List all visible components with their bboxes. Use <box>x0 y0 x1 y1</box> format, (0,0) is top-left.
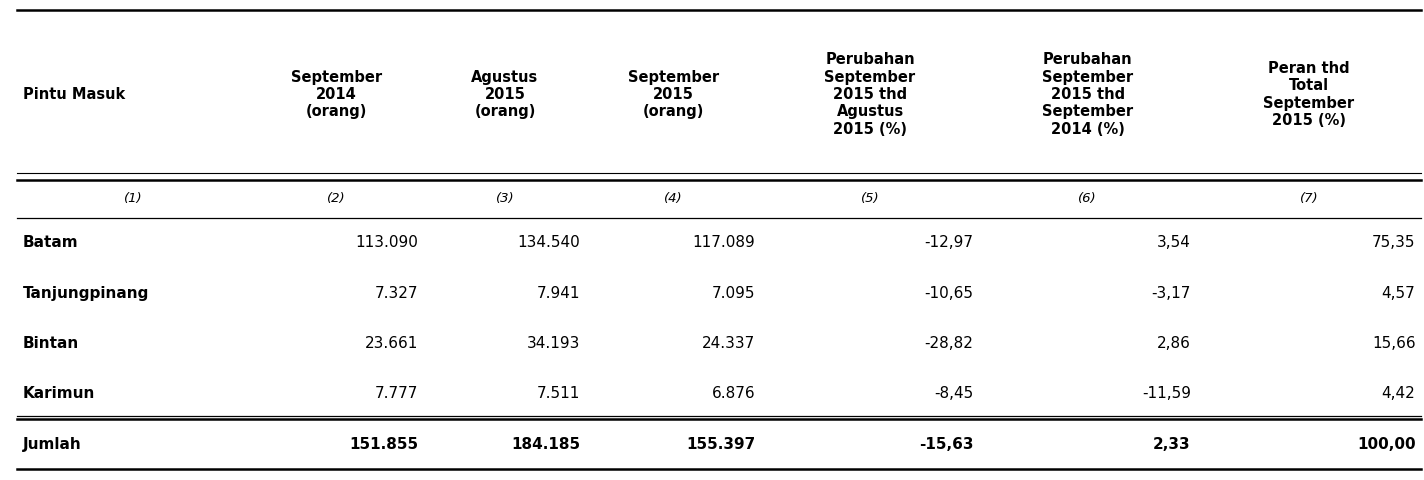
Text: (4): (4) <box>664 192 682 205</box>
Text: 151.855: 151.855 <box>349 436 419 452</box>
Text: -8,45: -8,45 <box>934 386 973 401</box>
Text: 75,35: 75,35 <box>1371 235 1415 251</box>
Text: 3,54: 3,54 <box>1156 235 1190 251</box>
Text: Perubahan
September
2015 thd
Agustus
2015 (%): Perubahan September 2015 thd Agustus 201… <box>824 52 916 137</box>
Text: -12,97: -12,97 <box>924 235 973 251</box>
Text: 4,57: 4,57 <box>1381 286 1415 300</box>
Text: (2): (2) <box>328 192 346 205</box>
Text: Jumlah: Jumlah <box>23 436 81 452</box>
Text: Agustus
2015
(orang): Agustus 2015 (orang) <box>471 70 538 120</box>
Text: -10,65: -10,65 <box>924 286 973 300</box>
Text: 184.185: 184.185 <box>511 436 580 452</box>
Text: September
2015
(orang): September 2015 (orang) <box>628 70 719 120</box>
Text: Peran thd
Total
September
2015 (%): Peran thd Total September 2015 (%) <box>1263 61 1354 128</box>
Text: -28,82: -28,82 <box>924 336 973 351</box>
Text: (1): (1) <box>124 192 142 205</box>
Text: 7.095: 7.095 <box>712 286 756 300</box>
Text: 7.511: 7.511 <box>537 386 580 401</box>
Text: 134.540: 134.540 <box>517 235 580 251</box>
Text: 7.327: 7.327 <box>375 286 419 300</box>
Text: -3,17: -3,17 <box>1152 286 1190 300</box>
Text: 100,00: 100,00 <box>1357 436 1415 452</box>
Text: 6.876: 6.876 <box>712 386 756 401</box>
Text: 117.089: 117.089 <box>693 235 756 251</box>
Text: 7.777: 7.777 <box>375 386 419 401</box>
Text: Perubahan
September
2015 thd
September
2014 (%): Perubahan September 2015 thd September 2… <box>1042 52 1134 137</box>
Text: Bintan: Bintan <box>23 336 80 351</box>
Text: 2,86: 2,86 <box>1156 336 1190 351</box>
Text: -15,63: -15,63 <box>918 436 973 452</box>
Text: 155.397: 155.397 <box>686 436 756 452</box>
Text: (3): (3) <box>496 192 514 205</box>
Text: 24.337: 24.337 <box>702 336 756 351</box>
Text: -11,59: -11,59 <box>1142 386 1190 401</box>
Text: September
2014
(orang): September 2014 (orang) <box>290 70 382 120</box>
Text: 2,33: 2,33 <box>1153 436 1190 452</box>
Text: Batam: Batam <box>23 235 78 251</box>
Text: Tanjungpinang: Tanjungpinang <box>23 286 150 300</box>
Text: Karimun: Karimun <box>23 386 95 401</box>
Text: 113.090: 113.090 <box>356 235 419 251</box>
Text: 7.941: 7.941 <box>537 286 580 300</box>
Text: (5): (5) <box>860 192 880 205</box>
Text: 23.661: 23.661 <box>365 336 419 351</box>
Text: 34.193: 34.193 <box>527 336 580 351</box>
Text: Pintu Masuk: Pintu Masuk <box>23 87 125 102</box>
Text: (7): (7) <box>1300 192 1319 205</box>
Text: 15,66: 15,66 <box>1371 336 1415 351</box>
Text: (6): (6) <box>1078 192 1096 205</box>
Text: 4,42: 4,42 <box>1381 386 1415 401</box>
